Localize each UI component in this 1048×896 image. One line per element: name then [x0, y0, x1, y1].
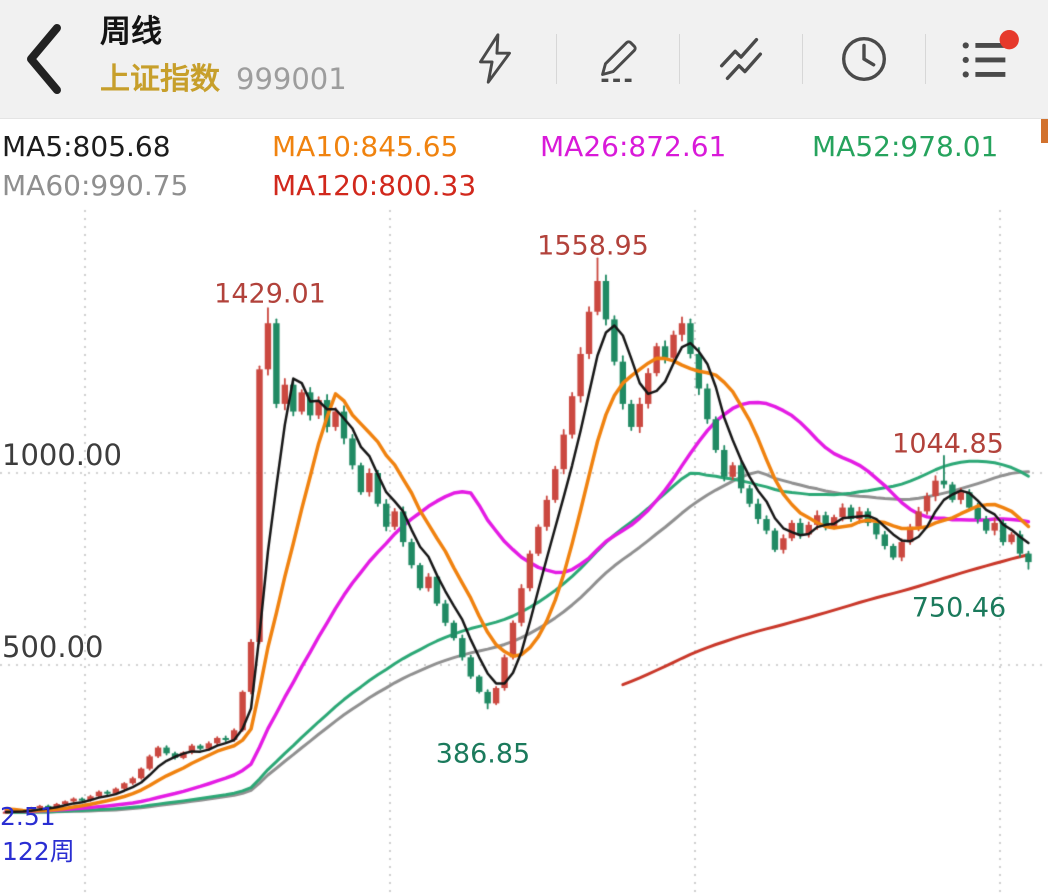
ma60-label: MA60:990.75 — [2, 169, 189, 202]
ma5-label: MA5:805.68 — [2, 130, 171, 163]
draw-button[interactable] — [557, 0, 679, 118]
watchlist-button[interactable] — [926, 0, 1048, 118]
price-annotation-high: 1429.01 — [214, 278, 326, 310]
period-title: 周线 — [100, 14, 162, 50]
footer-value-label: 2.51 — [0, 802, 56, 831]
pencil-icon — [589, 30, 647, 88]
toolbar-divider — [925, 34, 926, 84]
toolbar — [434, 0, 1048, 118]
chevron-left-icon — [19, 18, 71, 100]
history-button[interactable] — [803, 0, 925, 118]
indicators-button[interactable] — [680, 0, 802, 118]
price-annotation-high: 1044.85 — [892, 428, 1004, 460]
y-axis-label: 1000.00 — [2, 438, 122, 472]
symbol-name: 上证指数 — [100, 62, 220, 97]
ma10-label: MA10:845.65 — [272, 130, 459, 163]
list-icon — [955, 30, 1019, 88]
header-bar: 周线 上证指数 999001 — [0, 0, 1048, 119]
symbol-code: 999001 — [236, 62, 347, 96]
ma120-label: MA120:800.33 — [272, 169, 477, 202]
toolbar-divider — [802, 34, 803, 84]
y-axis-label: 500.00 — [2, 630, 104, 664]
price-annotation-low: 750.46 — [911, 592, 1007, 624]
scroll-indicator — [1041, 119, 1048, 143]
back-button[interactable] — [8, 10, 82, 108]
candlestick-chart[interactable] — [0, 202, 1048, 896]
price-annotation-low: 386.85 — [435, 738, 531, 770]
symbol-title: 上证指数 999001 — [100, 54, 347, 98]
price-annotation-high: 1558.95 — [537, 230, 649, 262]
lightning-icon — [466, 30, 524, 88]
footer-week-count: 122周 — [2, 837, 75, 866]
chart-area: 1000.00 500.00 1429.01 1558.95 1044.85 3… — [0, 202, 1048, 896]
trend-lines-icon — [712, 30, 770, 88]
toolbar-divider — [679, 34, 680, 84]
notification-dot — [999, 30, 1019, 50]
ma52-label: MA52:978.01 — [812, 130, 999, 163]
ma-indicator-labels: MA5:805.68 MA10:845.65 MA26:872.61 MA52:… — [0, 118, 1048, 204]
clock-icon — [835, 30, 893, 88]
toolbar-divider — [556, 34, 557, 84]
alerts-button[interactable] — [434, 0, 556, 118]
ma26-label: MA26:872.61 — [540, 130, 727, 163]
